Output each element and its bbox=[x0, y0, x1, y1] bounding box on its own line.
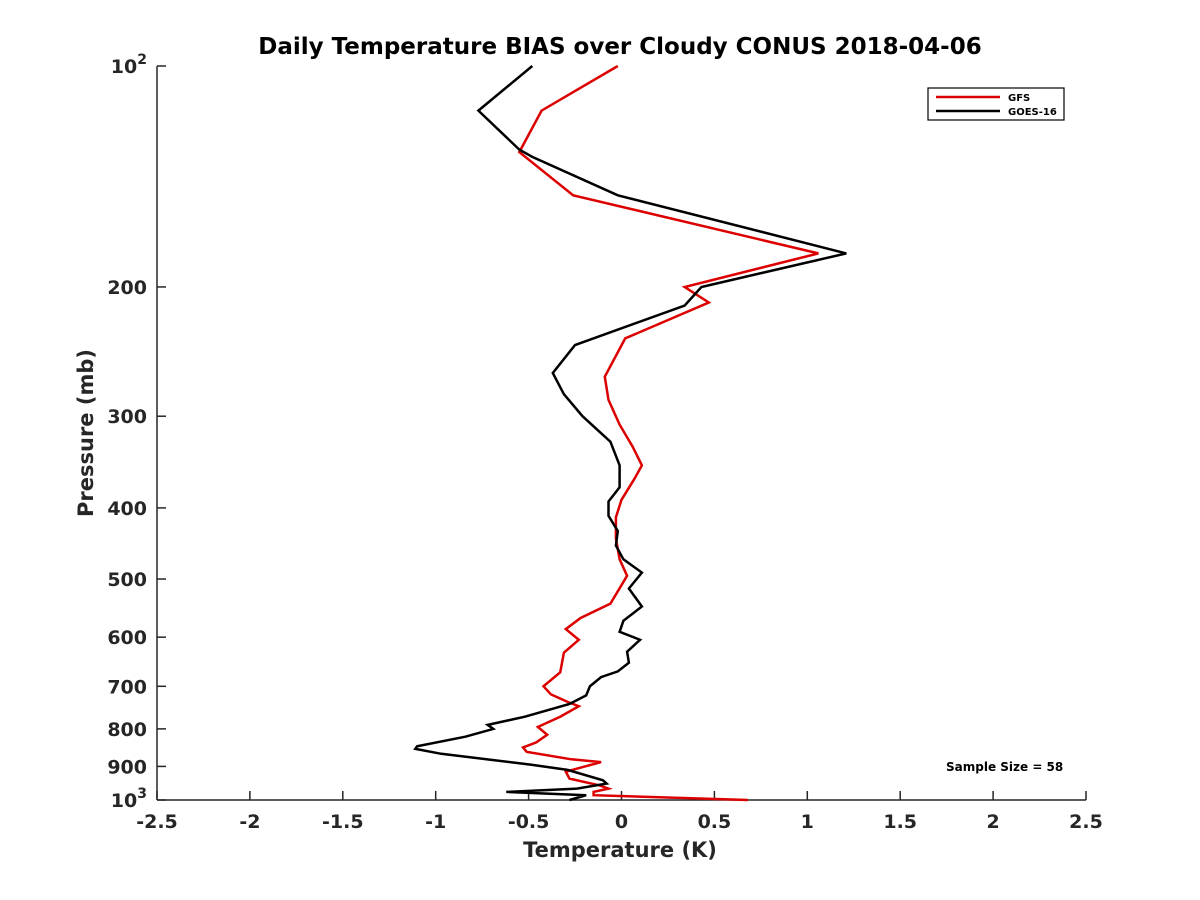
x-tick-label: -0.5 bbox=[508, 811, 550, 833]
x-tick-label: -1.5 bbox=[322, 811, 364, 833]
legend-label-gfs: GFS bbox=[1008, 93, 1030, 104]
series-line-gfs bbox=[517, 64, 819, 802]
legend-box bbox=[927, 87, 1065, 121]
y-tick-label: 800 bbox=[107, 719, 147, 741]
x-tick-label: -1 bbox=[425, 811, 446, 833]
sample-size-annotation: Sample Size = 58 bbox=[946, 760, 1063, 774]
x-tick-label: 0 bbox=[615, 811, 628, 833]
x-tick-label: 1 bbox=[801, 811, 814, 833]
y-axis-ticks: 102 200 300 400 500 600 700 800 900 103 bbox=[107, 52, 166, 812]
x-tick-label: 2 bbox=[986, 811, 999, 833]
axes bbox=[156, 66, 1086, 801]
y-tick-label: 500 bbox=[107, 569, 147, 591]
x-tick-label: -2 bbox=[239, 811, 260, 833]
series-line-goes16 bbox=[413, 65, 847, 802]
y-tick-label: 200 bbox=[107, 277, 147, 299]
x-tick-label: -2.5 bbox=[136, 811, 178, 833]
x-axis-ticks: -2.5 -2 -1.5 -1 -0.5 0 0.5 1 1.5 2 2.5 bbox=[136, 791, 1103, 833]
legend: GFS GOES-16 bbox=[927, 87, 1065, 121]
y-tick-label: 900 bbox=[107, 756, 147, 778]
series-layer bbox=[413, 64, 847, 802]
chart-title: Daily Temperature BIAS over Cloudy CONUS… bbox=[258, 34, 981, 60]
x-tick-label: 1.5 bbox=[883, 811, 917, 833]
y-tick-label: 700 bbox=[107, 676, 147, 698]
x-axis-label: Temperature (K) bbox=[523, 838, 717, 862]
legend-label-goes16: GOES-16 bbox=[1008, 107, 1057, 118]
y-tick-label: 300 bbox=[107, 406, 147, 428]
y-tick-label: 103 bbox=[111, 786, 147, 812]
y-axis-label: Pressure (mb) bbox=[74, 349, 98, 517]
y-tick-label: 600 bbox=[107, 627, 147, 649]
x-tick-label: 0.5 bbox=[698, 811, 732, 833]
y-tick-label: 400 bbox=[107, 498, 147, 520]
x-tick-label: 2.5 bbox=[1069, 811, 1103, 833]
y-tick-label: 102 bbox=[111, 52, 147, 78]
